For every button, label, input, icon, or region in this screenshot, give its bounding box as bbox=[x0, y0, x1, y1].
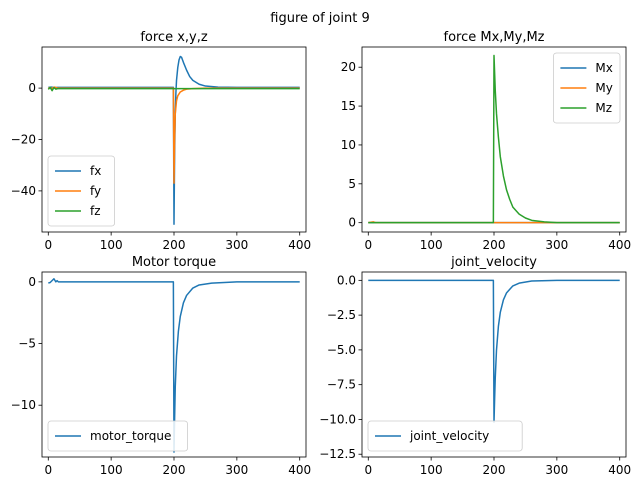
x-tick-label-2-2: 200 bbox=[163, 463, 186, 477]
x-tick-label-3-3: 300 bbox=[545, 463, 568, 477]
x-tick-label-2-3: 300 bbox=[225, 463, 248, 477]
x-tick-label-1-3: 300 bbox=[545, 238, 568, 252]
series-line-0-2 bbox=[47, 86, 300, 92]
x-tick-label-3-0: 0 bbox=[364, 463, 372, 477]
series-line-2-0 bbox=[48, 278, 300, 453]
y-tick-label-2-0: −10 bbox=[11, 398, 36, 412]
x-tick-label-0-2: 200 bbox=[163, 238, 186, 252]
x-tick-label-1-4: 400 bbox=[608, 238, 631, 252]
legend-label-0-2: fz bbox=[90, 204, 101, 218]
chart-title-1: force Mx,My,Mz bbox=[444, 30, 545, 45]
y-tick-label-1-1: 5 bbox=[348, 177, 356, 191]
y-tick-label-0-0: −40 bbox=[11, 184, 36, 198]
legend-box-0 bbox=[47, 155, 115, 227]
legend-box-3 bbox=[367, 420, 523, 452]
legend-label-1-0: Mx bbox=[595, 61, 612, 75]
y-tick-label-3-4: −2.5 bbox=[327, 308, 356, 322]
legend-label-3-0: joint_velocity bbox=[409, 429, 489, 443]
x-tick-label-3-1: 100 bbox=[420, 463, 443, 477]
y-tick-label-3-0: −12.5 bbox=[319, 447, 356, 461]
y-tick-label-1-2: 10 bbox=[341, 138, 356, 152]
legend-label-1-1: My bbox=[595, 81, 612, 95]
legend-box-1 bbox=[553, 52, 621, 124]
legend-box-2 bbox=[47, 420, 189, 452]
x-tick-label-3-4: 400 bbox=[608, 463, 631, 477]
y-tick-label-1-4: 20 bbox=[341, 60, 356, 74]
x-tick-label-1-2: 200 bbox=[483, 238, 506, 252]
y-tick-label-0-1: −20 bbox=[11, 133, 36, 147]
legend-label-2-0: motor_torque bbox=[90, 429, 171, 443]
legend-label-1-2: Mz bbox=[595, 101, 612, 115]
chart-panel-1: 0 100 200 300 400 0 5 10 15 20 force Mx,My,Mz Mx My M… bbox=[341, 30, 631, 252]
series-line-3-0 bbox=[368, 279, 620, 423]
x-tick-label-0-4: 400 bbox=[288, 238, 311, 252]
series-line-0-0 bbox=[48, 55, 300, 226]
y-tick-label-2-1: −5 bbox=[18, 337, 36, 351]
y-tick-label-1-0: 0 bbox=[348, 216, 356, 230]
chart-title-3: joint_velocity bbox=[450, 255, 537, 270]
y-tick-label-3-1: −10.0 bbox=[319, 412, 356, 426]
y-tick-label-2-2: 0 bbox=[28, 275, 36, 289]
x-tick-label-1-1: 100 bbox=[420, 238, 443, 252]
y-tick-label-3-5: 0.0 bbox=[337, 273, 356, 287]
y-tick-label-3-2: −7.5 bbox=[327, 378, 356, 392]
y-tick-label-1-3: 15 bbox=[341, 99, 356, 113]
x-tick-label-0-1: 100 bbox=[100, 238, 123, 252]
legend-label-0-1: fy bbox=[90, 184, 101, 198]
chart-title-2: Motor torque bbox=[132, 255, 216, 270]
x-tick-label-1-0: 0 bbox=[364, 238, 372, 252]
x-tick-label-3-2: 200 bbox=[483, 463, 506, 477]
series-line-1-2 bbox=[368, 54, 620, 224]
x-tick-label-2-1: 100 bbox=[100, 463, 123, 477]
chart-panel-3: 0 100 200 300 400 −12.5 −10.0 −7.5 −5.0 −2.5 0.0 jo… bbox=[319, 255, 631, 477]
chart-panel-0: 0 100 200 300 400 −40 −20 0 force x,y,z fx fy fz bbox=[11, 30, 311, 252]
x-tick-label-0-3: 300 bbox=[225, 238, 248, 252]
figure-suptitle: figure of joint 9 bbox=[270, 11, 369, 26]
legend-label-0-0: fx bbox=[90, 164, 101, 178]
chart-title-0: force x,y,z bbox=[140, 30, 208, 45]
x-tick-label-0-0: 0 bbox=[44, 238, 52, 252]
y-tick-label-0-2: 0 bbox=[28, 81, 36, 95]
x-tick-label-2-4: 400 bbox=[288, 463, 311, 477]
chart-panel-2: 0 100 200 300 400 −10 −5 0 Motor torque motor_tor… bbox=[11, 255, 311, 477]
x-tick-label-2-0: 0 bbox=[44, 463, 52, 477]
y-tick-label-3-3: −5.0 bbox=[327, 343, 356, 357]
